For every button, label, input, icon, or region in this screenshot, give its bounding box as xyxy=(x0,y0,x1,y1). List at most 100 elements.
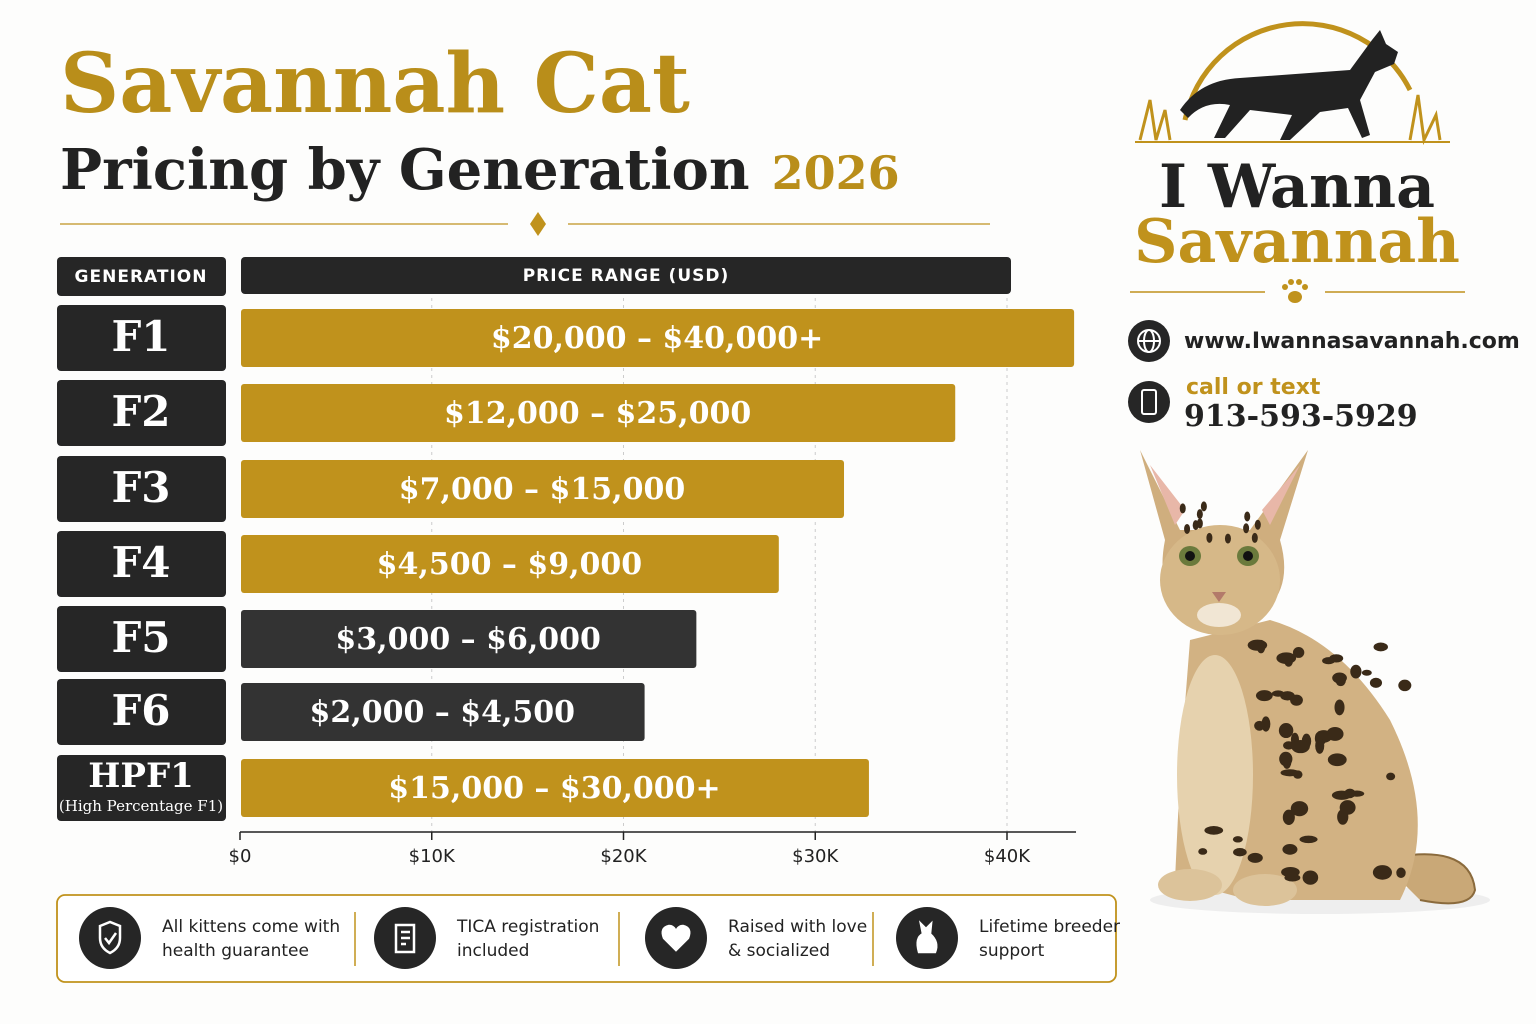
kitten-spot xyxy=(1284,873,1301,882)
generation-note: (High Percentage F1) xyxy=(59,797,223,815)
kitten-spot xyxy=(1361,669,1372,676)
column-header: PRICE RANGE (USD) xyxy=(523,266,730,286)
title: Savannah Cat xyxy=(60,36,690,132)
logo-line1: I Wanna xyxy=(1159,152,1435,222)
subtitle: Pricing by Generation 2026 xyxy=(60,137,900,203)
column-header: GENERATION xyxy=(75,267,208,287)
feature-text: & socialized xyxy=(728,941,830,961)
feature-text: Lifetime breeder xyxy=(979,917,1120,937)
feature-text: health guarantee xyxy=(162,941,309,961)
bar xyxy=(241,460,845,518)
kitten-spot xyxy=(1372,865,1392,880)
bar xyxy=(241,535,779,593)
generation-label: F1 xyxy=(111,312,170,361)
kitten-spot xyxy=(1255,690,1273,702)
x-tick-label: $30K xyxy=(792,846,839,867)
kitten-spot xyxy=(1315,737,1325,754)
features: All kittens come with health guarantee TIC… xyxy=(79,907,1120,969)
kitten-spot xyxy=(1278,722,1294,739)
generation-box xyxy=(57,380,226,446)
bar-label: $12,000 – $25,000 xyxy=(444,396,751,431)
feature-text: TICA registration xyxy=(456,917,599,937)
feature-icon xyxy=(79,907,141,969)
kitten-spot xyxy=(1271,690,1285,697)
globe-glyph xyxy=(1137,329,1161,353)
kitten-spot xyxy=(1179,503,1186,514)
feature-text: All kittens come with xyxy=(162,917,340,937)
kitten-spot xyxy=(1204,826,1224,835)
kitten-spot xyxy=(1373,642,1388,652)
website[interactable]: www.Iwannasavannah.com xyxy=(1184,329,1520,354)
kitten-spot xyxy=(1233,848,1247,857)
kitten-spot xyxy=(1206,532,1213,543)
kitten-spot xyxy=(1339,800,1356,815)
x-tick-label: $0 xyxy=(229,846,252,867)
logo-line2: Savannah xyxy=(1134,207,1460,277)
kitten-spot xyxy=(1290,694,1303,706)
feature-text: included xyxy=(457,941,529,961)
feature-box xyxy=(56,894,1117,983)
feature-text: support xyxy=(979,941,1045,961)
x-tick-label: $20K xyxy=(600,846,647,867)
kitten-spot xyxy=(1198,848,1208,855)
bar-label: $15,000 – $30,000+ xyxy=(388,771,720,806)
generation-label: F4 xyxy=(111,538,170,587)
kitten-spot xyxy=(1322,657,1335,665)
kitten-spot xyxy=(1350,664,1362,679)
kitten-spot xyxy=(1224,533,1231,544)
kitten-spot xyxy=(1232,836,1243,843)
kitten-spot xyxy=(1243,523,1250,534)
x-tick-label: $40K xyxy=(984,846,1031,867)
feature-text: Raised with love xyxy=(728,917,867,937)
kitten-spot xyxy=(1256,639,1266,654)
phone-icon xyxy=(1128,381,1170,423)
kitten-spot xyxy=(1327,753,1347,767)
kitten-spot xyxy=(1291,739,1310,754)
generation-label: F5 xyxy=(111,613,170,662)
kitten-spot xyxy=(1334,699,1345,716)
bar-label: $2,000 – $4,500 xyxy=(310,695,576,730)
feature-glyph xyxy=(98,920,122,955)
kitten-spot xyxy=(1290,801,1309,817)
kitten-spot xyxy=(1254,720,1265,731)
kitten-spot xyxy=(1282,844,1298,855)
bar-label: $4,500 – $9,000 xyxy=(377,547,643,582)
generation-box xyxy=(57,606,226,672)
kitten-spot xyxy=(1299,835,1318,844)
feature-glyph xyxy=(661,924,691,952)
kitten-spot xyxy=(1335,674,1346,687)
kitten-spot xyxy=(1279,751,1293,767)
kitten-spot xyxy=(1292,647,1305,658)
kitten-spot xyxy=(1196,509,1203,520)
kitten-spot xyxy=(1247,852,1263,863)
logo-cat xyxy=(1180,30,1398,140)
bar xyxy=(241,309,1075,367)
phone-glyph xyxy=(1141,389,1157,415)
kitten-spot xyxy=(1254,519,1261,530)
generation-box xyxy=(57,755,226,821)
call-label: call or text xyxy=(1186,375,1321,400)
kitten-spot xyxy=(1196,518,1203,529)
kitten-spot xyxy=(1184,523,1191,534)
generation-box xyxy=(57,531,226,597)
kitten-image xyxy=(1140,450,1490,914)
kitten-spot xyxy=(1302,870,1319,885)
phone[interactable]: 913-593-5929 xyxy=(1184,399,1418,434)
kitten-spot xyxy=(1276,652,1297,664)
kitten-spot xyxy=(1398,679,1412,692)
kitten-spot xyxy=(1282,809,1295,825)
bar-label: $3,000 – $6,000 xyxy=(335,622,601,657)
subtitle-text: Pricing by Generation xyxy=(60,137,750,203)
bar-label: $20,000 – $40,000+ xyxy=(491,321,823,356)
kitten-spot xyxy=(1396,867,1406,878)
kitten-spot xyxy=(1251,532,1258,543)
bar xyxy=(241,759,869,817)
bar xyxy=(241,610,697,668)
generation-box xyxy=(57,456,226,522)
column-header-box xyxy=(57,257,226,296)
bar xyxy=(241,384,956,442)
kitten-spot xyxy=(1244,511,1251,522)
kitten-spot xyxy=(1326,727,1344,741)
kitten-spot xyxy=(1369,677,1383,688)
